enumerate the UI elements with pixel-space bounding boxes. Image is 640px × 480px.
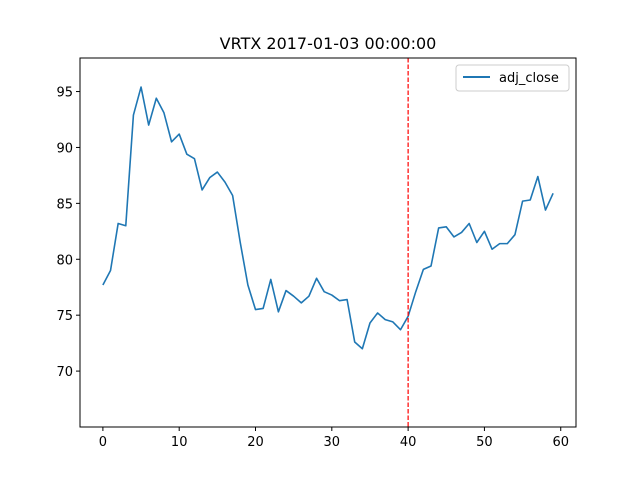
- legend: adj_close: [455, 64, 570, 92]
- x-tick-label-10: 10: [171, 435, 188, 450]
- x-tick-label-20: 20: [247, 435, 264, 450]
- y-tick-label-75: 75: [56, 309, 73, 324]
- plot-frame: [79, 57, 577, 428]
- chart-title: VRTX 2017-01-03 00:00:00: [220, 34, 437, 53]
- x-tick-label-60: 60: [552, 435, 569, 450]
- y-tick-label-70: 70: [56, 365, 73, 380]
- legend-box: [455, 64, 570, 92]
- x-tick-label-30: 30: [324, 435, 341, 450]
- y-tick-label-95: 95: [56, 86, 73, 101]
- y-tick-label-90: 90: [56, 141, 73, 156]
- x-tick-label-50: 50: [476, 435, 493, 450]
- x-tick-label-40: 40: [400, 435, 417, 450]
- legend-label-adj-close: adj_close: [499, 71, 559, 86]
- x-tick-label-0: 0: [99, 435, 107, 450]
- y-tick-label-80: 80: [56, 253, 73, 268]
- series-line-adj-close: [102, 86, 554, 350]
- y-tick-label-85: 85: [56, 197, 73, 212]
- axis-ticks: 0 10 20 30 40 50 60 70 75 80 85 90 95: [56, 86, 569, 450]
- plot-marks: [102, 58, 554, 427]
